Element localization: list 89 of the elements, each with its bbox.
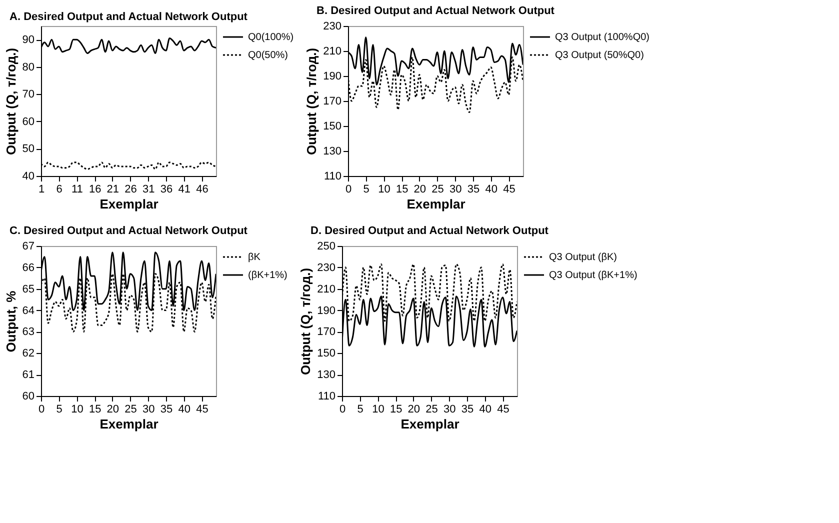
x-tick-label: 21	[106, 184, 120, 196]
x-tick-label: 26	[124, 184, 137, 196]
x-axis-title: Exemplar	[100, 416, 158, 432]
x-tick-label: 20	[106, 404, 120, 416]
y-tick-label: 130	[323, 146, 342, 158]
x-tick-label: 30	[142, 404, 155, 416]
y-tick-label: 170	[323, 96, 342, 108]
chart-title: D. Desired Output and Actual Network Output	[310, 225, 549, 237]
x-tick-label: 30	[444, 404, 456, 416]
x-tick-label: 30	[450, 184, 462, 196]
x-tick-label: 0	[38, 404, 45, 416]
x-tick-label: 0	[339, 404, 346, 416]
x-tick-label: 35	[160, 404, 173, 416]
y-tick-label: 190	[323, 70, 342, 82]
y-tick-label: 150	[323, 120, 342, 132]
chart-title: A. Desired Output and Actual Network Output	[10, 11, 248, 23]
y-tick-label: 90	[22, 34, 34, 46]
x-tick-label: 0	[345, 184, 352, 196]
legend-label: βK	[248, 252, 261, 263]
legend-label: Q0(50%)	[248, 50, 288, 61]
y-tick-label: 67	[22, 240, 34, 252]
y-tick-label: 66	[22, 262, 34, 274]
y-tick-label: 110	[324, 170, 342, 182]
chart-title: B. Desired Output and Actual Network Output	[316, 5, 555, 17]
x-tick-label: 41	[178, 184, 190, 196]
y-tick-label: 150	[317, 348, 336, 360]
x-tick-label: 45	[503, 184, 516, 196]
x-axis-title: Exemplar	[400, 416, 460, 432]
x-tick-label: 36	[160, 184, 173, 196]
y-tick-label: 110	[318, 390, 336, 402]
y-axis-title: Output (Q, т/год.)	[3, 48, 18, 156]
y-tick-label: 130	[317, 369, 336, 382]
x-tick-label: 1	[38, 184, 45, 196]
x-tick-label: 5	[357, 404, 364, 416]
y-tick-label: 210	[323, 46, 342, 58]
y-tick-label: 210	[317, 283, 336, 296]
y-tick-label: 62	[22, 348, 34, 360]
x-axis-title: Exemplar	[406, 196, 466, 212]
x-tick-label: 25	[124, 404, 137, 416]
y-tick-label: 190	[317, 304, 336, 317]
x-tick-label: 15	[396, 184, 408, 196]
x-tick-label: 15	[390, 404, 402, 416]
y-tick-label: 60	[22, 390, 34, 402]
y-tick-label: 70	[22, 88, 34, 101]
x-tick-label: 46	[196, 184, 208, 196]
x-tick-label: 35	[461, 404, 474, 416]
legend-label: Q3 Output (βK)	[549, 252, 617, 263]
x-tick-label: 40	[479, 404, 492, 416]
y-tick-label: 170	[317, 326, 336, 338]
x-tick-label: 5	[56, 404, 62, 416]
y-tick-label: 50	[22, 143, 34, 156]
x-tick-label: 10	[372, 404, 384, 416]
x-tick-label: 31	[142, 184, 155, 196]
legend-label: Q0(100%)	[248, 32, 294, 43]
x-tick-label: 25	[432, 184, 444, 196]
y-tick-label: 80	[22, 61, 34, 74]
legend-label: Q3 Output (50%Q0)	[555, 50, 644, 61]
y-tick-label: 40	[22, 170, 34, 182]
legend-label: (βK+1%)	[248, 270, 288, 281]
x-tick-label: 5	[363, 184, 370, 196]
y-axis-title: Output, %	[3, 290, 18, 352]
x-tick-label: 25	[426, 404, 438, 416]
y-tick-label: 64	[22, 304, 34, 317]
x-axis-title: Exemplar	[100, 196, 158, 212]
y-tick-label: 230	[317, 262, 336, 274]
x-tick-label: 20	[414, 184, 426, 196]
x-tick-label: 45	[196, 404, 208, 416]
y-axis-title: Output (Q, т/год.)	[304, 48, 320, 156]
legend-label: Q3 Output (βK+1%)	[549, 270, 638, 281]
x-tick-label: 20	[408, 404, 420, 416]
x-tick-label: 11	[72, 184, 83, 196]
x-tick-label: 45	[497, 404, 510, 416]
y-tick-label: 250	[317, 240, 336, 252]
y-tick-label: 230	[323, 20, 342, 32]
legend-label: Q3 Output (100%Q0)	[555, 32, 650, 43]
x-tick-label: 10	[378, 184, 390, 196]
x-tick-label: 15	[88, 404, 102, 416]
x-tick-label: 35	[467, 184, 480, 196]
y-axis-title: Output (Q, т/год.)	[298, 268, 314, 376]
x-tick-label: 16	[88, 184, 102, 196]
y-tick-label: 63	[22, 326, 34, 338]
x-tick-label: 40	[485, 184, 498, 196]
x-tick-label: 40	[178, 404, 190, 416]
x-tick-label: 6	[56, 184, 62, 196]
y-tick-label: 65	[22, 283, 34, 296]
y-tick-label: 61	[22, 369, 34, 382]
y-tick-label: 60	[22, 116, 34, 128]
x-tick-label: 10	[71, 404, 84, 416]
chart-title: C. Desired Output and Actual Network Output	[10, 225, 248, 237]
